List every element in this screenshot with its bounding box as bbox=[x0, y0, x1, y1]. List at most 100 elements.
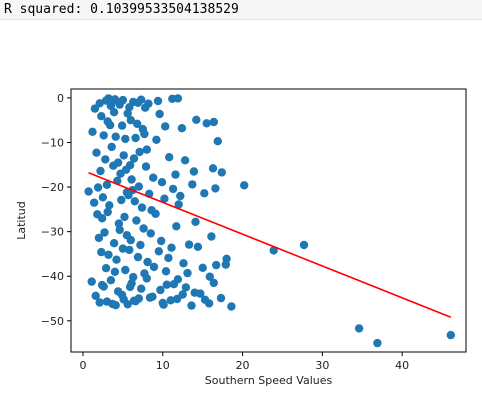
data-point bbox=[174, 200, 183, 209]
data-point bbox=[84, 187, 93, 196]
data-point bbox=[133, 119, 142, 128]
data-point bbox=[129, 154, 139, 163]
data-point bbox=[97, 214, 107, 223]
data-point bbox=[109, 239, 119, 248]
data-point bbox=[118, 244, 128, 253]
data-point bbox=[162, 280, 171, 289]
data-point bbox=[155, 109, 164, 119]
data-point bbox=[146, 229, 155, 238]
data-point bbox=[166, 296, 175, 305]
x-tick-label: 0 bbox=[79, 359, 86, 372]
data-point bbox=[446, 330, 455, 340]
data-point bbox=[140, 129, 149, 139]
data-point bbox=[176, 191, 185, 201]
data-point bbox=[141, 162, 151, 171]
data-point bbox=[191, 217, 200, 226]
data-point bbox=[102, 180, 112, 189]
regression-line bbox=[88, 172, 452, 318]
data-point bbox=[209, 117, 218, 127]
data-point bbox=[200, 189, 209, 198]
data-point bbox=[190, 288, 199, 297]
data-point bbox=[211, 184, 220, 193]
data-point bbox=[94, 233, 104, 243]
data-point bbox=[207, 232, 216, 241]
data-point bbox=[193, 242, 203, 251]
data-point bbox=[157, 236, 166, 246]
data-point bbox=[177, 124, 187, 133]
x-axis-label: Southern Speed Values bbox=[205, 374, 333, 387]
data-point bbox=[212, 260, 221, 270]
data-point bbox=[151, 209, 160, 218]
data-point bbox=[299, 240, 309, 250]
data-point bbox=[137, 284, 146, 293]
data-point bbox=[98, 193, 108, 202]
data-point bbox=[168, 184, 178, 194]
data-point bbox=[134, 182, 143, 191]
x-tick-label: 30 bbox=[315, 359, 329, 372]
data-point bbox=[103, 207, 112, 217]
data-point bbox=[120, 212, 129, 222]
data-point bbox=[135, 147, 144, 157]
data-point bbox=[202, 119, 211, 128]
data-point bbox=[172, 222, 181, 231]
data-point bbox=[107, 142, 116, 152]
data-point bbox=[129, 272, 138, 282]
data-point bbox=[96, 166, 105, 176]
data-point bbox=[89, 198, 99, 207]
data-point bbox=[131, 133, 140, 143]
data-point bbox=[165, 153, 174, 162]
chart-marks bbox=[84, 94, 455, 348]
y-axis-label: Latitud bbox=[15, 201, 28, 240]
data-point bbox=[180, 156, 190, 165]
data-point bbox=[117, 121, 127, 130]
data-point bbox=[130, 197, 139, 206]
data-point bbox=[157, 178, 167, 187]
data-point bbox=[117, 195, 126, 205]
data-point bbox=[97, 112, 106, 121]
data-point bbox=[114, 219, 124, 228]
data-point bbox=[173, 94, 183, 103]
data-point bbox=[144, 99, 153, 108]
data-point bbox=[172, 294, 182, 304]
data-point bbox=[112, 255, 121, 264]
data-point bbox=[152, 135, 161, 144]
plot-area: 0 10 20 30 40 0 −10 −20 −30 −40 −50 Southern Spee… bbox=[0, 20, 482, 400]
data-point bbox=[209, 278, 218, 288]
data-point bbox=[109, 161, 118, 170]
x-tick-label: 20 bbox=[236, 359, 250, 372]
data-point bbox=[119, 295, 128, 304]
data-point bbox=[100, 228, 109, 237]
y-tick-label: 0 bbox=[57, 92, 64, 105]
data-point bbox=[90, 104, 100, 113]
y-ticks: 0 −10 −20 −30 −40 −50 bbox=[41, 92, 71, 328]
data-point bbox=[184, 240, 194, 249]
data-point bbox=[92, 148, 101, 157]
data-point bbox=[126, 235, 135, 245]
data-point bbox=[124, 190, 133, 200]
data-point bbox=[181, 283, 191, 292]
data-point bbox=[121, 134, 130, 144]
x-ticks: 0 10 20 30 40 bbox=[79, 352, 409, 372]
data-point bbox=[161, 122, 170, 131]
data-point bbox=[205, 272, 214, 281]
x-tick-label: 10 bbox=[156, 359, 170, 372]
data-point bbox=[110, 267, 120, 276]
data-point bbox=[192, 115, 201, 125]
data-point bbox=[111, 132, 120, 141]
data-point bbox=[164, 253, 173, 263]
data-point bbox=[127, 175, 136, 184]
data-point bbox=[208, 164, 218, 173]
data-point bbox=[217, 168, 226, 177]
data-point bbox=[97, 280, 107, 290]
x-tick-label: 40 bbox=[395, 359, 409, 372]
data-point bbox=[133, 252, 143, 262]
data-point bbox=[240, 181, 249, 190]
data-point bbox=[118, 95, 128, 105]
y-tick-label: −20 bbox=[41, 181, 64, 194]
data-point bbox=[183, 268, 192, 278]
data-point bbox=[115, 225, 124, 235]
data-point bbox=[216, 293, 226, 303]
data-point bbox=[213, 137, 222, 146]
data-point bbox=[153, 96, 163, 106]
data-point bbox=[97, 247, 106, 257]
